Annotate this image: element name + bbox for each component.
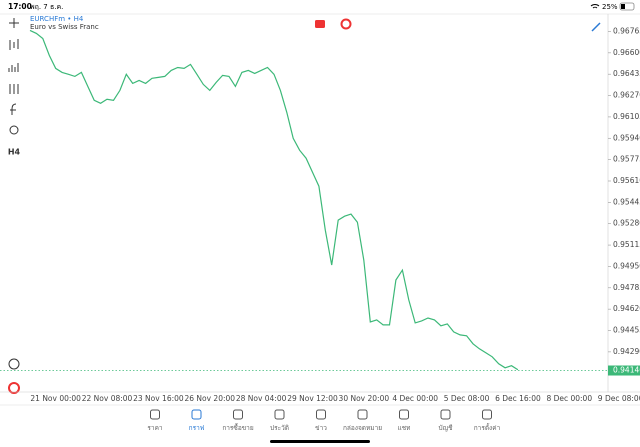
x-tick-label: 23 Nov 16:00	[133, 394, 184, 403]
y-tick-label: 0.96765	[613, 26, 640, 35]
x-tick-label: 22 Nov 08:00	[82, 394, 133, 403]
nav-label[interactable]: แชท	[398, 424, 411, 432]
x-tick-label: 6 Dec 16:00	[495, 394, 541, 403]
y-tick-label: 0.94785	[613, 283, 640, 292]
chart-description: Euro vs Swiss Franc	[30, 23, 99, 31]
nav-label[interactable]: ราคา	[147, 424, 162, 432]
status-time: 17:00	[8, 2, 32, 11]
nav-icon[interactable]	[274, 409, 285, 420]
bars-tool[interactable]	[8, 63, 19, 72]
nav-icon[interactable]	[233, 409, 243, 420]
status-date: พฤ. 7 ธ.ค.	[30, 3, 63, 11]
nav-label[interactable]: ประวัติ	[270, 424, 289, 432]
y-tick-label: 0.94290	[613, 347, 640, 356]
nav-label[interactable]: การตั้งค่า	[474, 423, 501, 432]
nav-icon[interactable]	[399, 409, 409, 420]
nav-icon[interactable]	[440, 409, 451, 420]
y-tick-label: 0.96105	[613, 112, 640, 121]
nav-icon[interactable]	[482, 409, 492, 420]
objects-tool[interactable]	[9, 125, 19, 135]
x-tick-label: 4 Dec 00:00	[392, 394, 438, 403]
trade-tool[interactable]	[8, 382, 20, 394]
nav-label[interactable]: กล่องจดหมาย	[343, 424, 382, 432]
left-toolbar	[8, 18, 20, 394]
wifi-icon	[590, 4, 600, 9]
status-battery: 25%	[602, 3, 618, 11]
nav-label[interactable]: ข่าว	[315, 424, 327, 432]
y-tick-label: 0.95775	[613, 155, 640, 164]
y-tick-label: 0.95445	[613, 197, 640, 206]
x-tick-label: 9 Dec 08:00	[598, 394, 640, 403]
flag-icon[interactable]	[315, 20, 325, 28]
price-line	[29, 29, 519, 371]
nav-icon[interactable]	[357, 409, 368, 420]
indicators-tool[interactable]	[9, 84, 19, 94]
candle-tool[interactable]	[9, 39, 19, 50]
crosshair-tool[interactable]	[9, 18, 19, 28]
zoom-tool[interactable]	[8, 358, 20, 370]
functions-tool[interactable]	[10, 103, 17, 115]
x-tick-label: 21 Nov 00:00	[30, 394, 81, 403]
y-tick-label: 0.95115	[613, 240, 640, 249]
timeframe[interactable]: H4	[8, 148, 21, 157]
nav-label[interactable]: การซื้อขาย	[222, 423, 253, 432]
last-price-box	[608, 365, 640, 376]
nav-icon[interactable]	[316, 409, 326, 420]
home-indicator	[270, 440, 370, 443]
battery-icon	[619, 2, 635, 11]
nav-label[interactable]: กราฟ	[189, 424, 205, 432]
bottom-nav: ราคา กราฟ การซื้อขาย ประวัติ ข่าว กล่องจดหมาย…	[147, 409, 501, 432]
last-price-label: 0.94146	[613, 366, 640, 375]
x-tick-label: 8 Dec 00:00	[546, 394, 592, 403]
x-tick-label: 30 Nov 20:00	[339, 394, 390, 403]
y-tick-label: 0.96435	[613, 69, 640, 78]
y-tick-label: 0.94455	[613, 326, 640, 335]
x-tick-label: 5 Dec 08:00	[444, 394, 490, 403]
nav-label[interactable]: บัญชี	[438, 424, 453, 432]
nav-icon[interactable]	[150, 409, 160, 420]
x-tick-label: 29 Nov 12:00	[287, 394, 338, 403]
x-tick-label: 28 Nov 04:00	[236, 394, 287, 403]
nav-icon[interactable]	[191, 409, 202, 420]
chart-symbol[interactable]: EURCHFm • H4	[30, 15, 84, 23]
x-tick-label: 26 Nov 20:00	[184, 394, 235, 403]
signal-icon[interactable]	[340, 18, 352, 30]
battery-level	[621, 4, 625, 9]
draw-tool[interactable]	[591, 22, 601, 32]
